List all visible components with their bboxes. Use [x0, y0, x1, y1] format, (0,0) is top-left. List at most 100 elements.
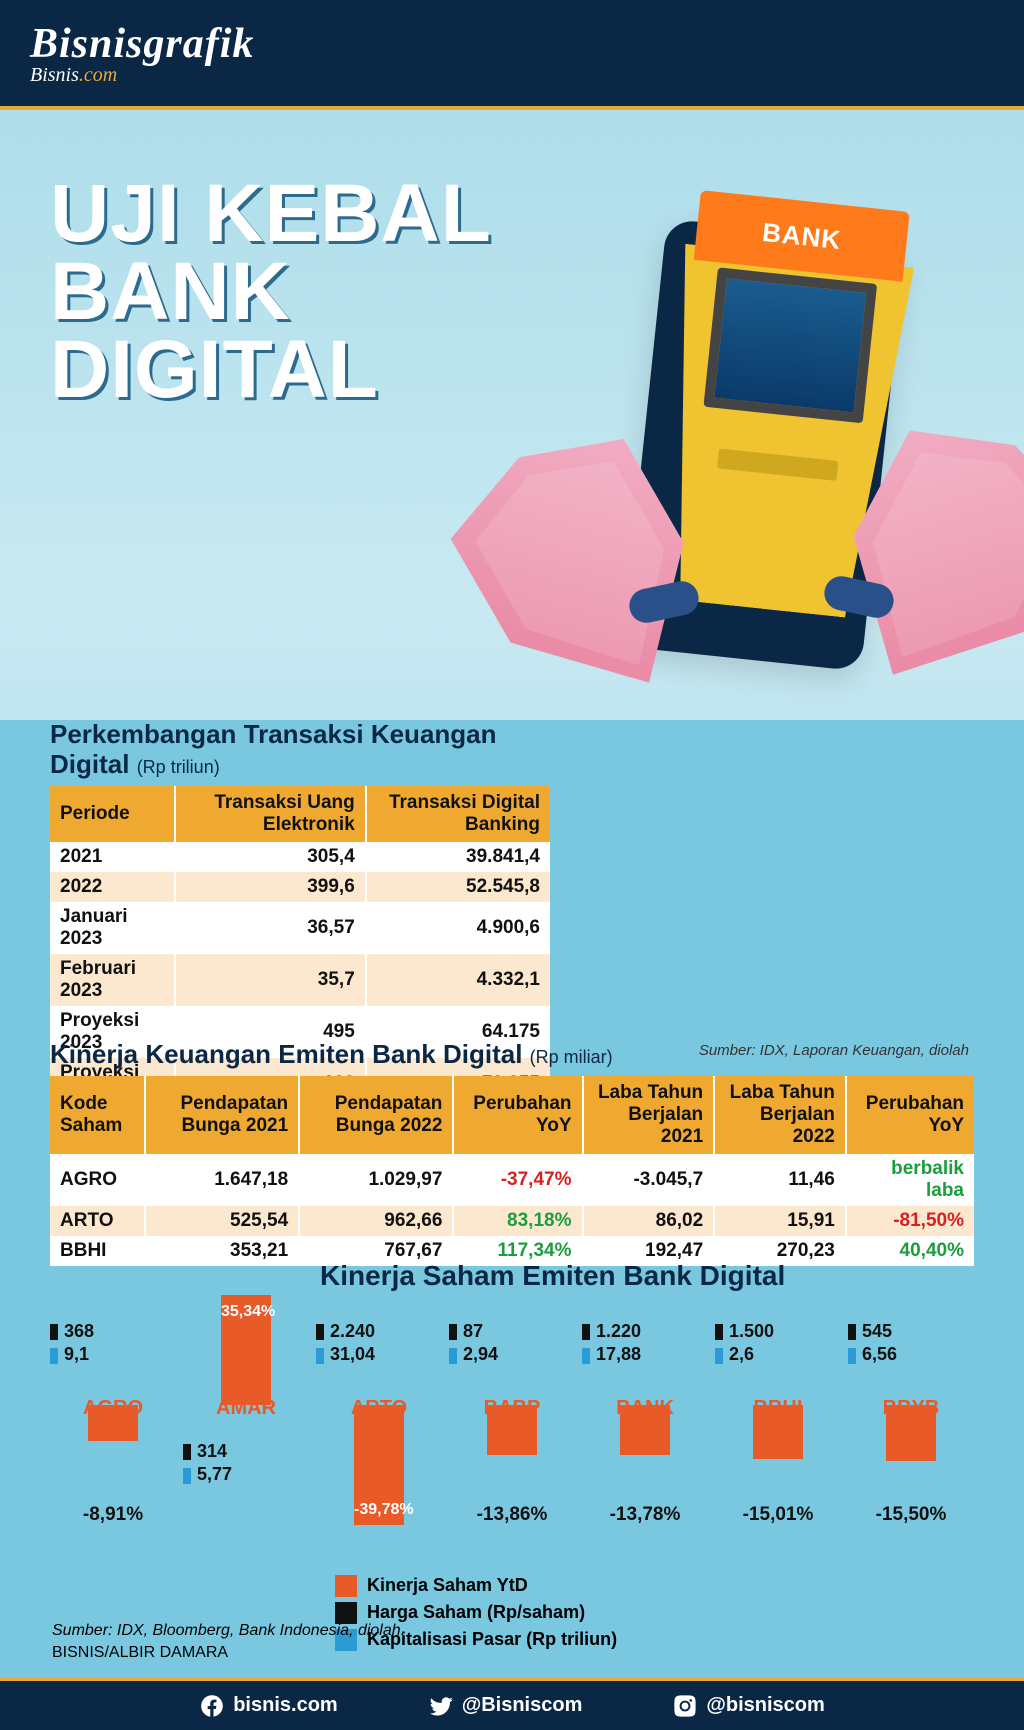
social-facebook[interactable]: bisnis.com: [199, 1693, 337, 1719]
table-cell: 305,4: [175, 842, 366, 872]
table1-unit: (Rp triliun): [137, 757, 220, 777]
stock-ticker: BBYB: [848, 1397, 974, 1420]
stock-bar: 35,34%: [221, 1295, 271, 1405]
stock-ticker: BABP: [449, 1397, 575, 1420]
stock-price: 1.500: [715, 1320, 774, 1343]
atm-keypad-icon: [717, 448, 838, 480]
instagram-icon: [672, 1693, 698, 1719]
table-cell: berbalik laba: [846, 1154, 974, 1206]
source-line-2: BISNIS/ALBIR DAMARA: [52, 1644, 228, 1661]
stock-stats: 5456,56: [848, 1320, 897, 1367]
swatch-orange: [335, 1575, 357, 1597]
footer-fb-text: bisnis.com: [233, 1694, 337, 1717]
stock-item: 1.5002,6 BBHI -15,01%: [715, 1310, 841, 1590]
title-line-3: DIGITAL: [50, 331, 492, 409]
bar-pct: -39,78%: [354, 1501, 404, 1519]
table2-title-text: Kinerja Keuangan Emiten Bank Digital: [50, 1039, 522, 1069]
stock-chart: Kinerja Saham Emiten Bank Digital 3689,1…: [50, 1260, 974, 1620]
social-twitter[interactable]: @Bisniscom: [428, 1693, 583, 1719]
table2: Kode SahamPendapatan Bunga 2021Pendapata…: [50, 1076, 974, 1266]
stock-ticker: AMAR: [183, 1397, 309, 1420]
table-cell: 4.900,6: [366, 902, 550, 954]
stock-stats: 2.24031,04: [316, 1320, 375, 1367]
table2-header: Perubahan YoY: [453, 1076, 582, 1154]
table-cell: -37,47%: [453, 1154, 582, 1206]
footer-tw-text: @Bisniscom: [462, 1694, 583, 1717]
title-line-1: UJI KEBAL: [50, 175, 492, 253]
footer-ig-text: @bisniscom: [706, 1694, 824, 1717]
table-cell: Februari 2023: [50, 954, 175, 1006]
stock-item: 3689,1 AGRO -8,91%: [50, 1310, 176, 1590]
table-cell: 11,46: [714, 1154, 846, 1206]
hero-illustration: BANK: [524, 180, 994, 740]
table2-header: Pendapatan Bunga 2022: [299, 1076, 453, 1154]
source-line-1: Sumber: IDX, Bloomberg, Bank Indonesia, …: [52, 1622, 405, 1639]
twitter-icon: [428, 1693, 454, 1719]
stock-cap: 31,04: [316, 1343, 375, 1366]
table-cell: ARTO: [50, 1206, 145, 1236]
table-cell: 1.647,18: [145, 1154, 299, 1206]
bottom-source: Sumber: IDX, Bloomberg, Bank Indonesia, …: [52, 1620, 405, 1663]
table-cell: 962,66: [299, 1206, 453, 1236]
stock-price: 368: [50, 1320, 94, 1343]
stock-cap: 2,94: [449, 1343, 498, 1366]
table2-unit: (Rp miliar): [530, 1047, 613, 1067]
stock-price: 1.220: [582, 1320, 641, 1343]
table-cell: 399,6: [175, 872, 366, 902]
table-cell: 4.332,1: [366, 954, 550, 1006]
table-cell: 35,7: [175, 954, 366, 1006]
stock-row: 3689,1 AGRO -8,91% 35,34% AMAR 3145,77 2…: [50, 1310, 974, 1590]
brand-subtitle: Bisnis.com: [30, 64, 1024, 87]
stock-stats: 3145,77: [183, 1440, 232, 1487]
stock-pct-below: -13,78%: [582, 1504, 708, 1526]
stock-cap: 5,77: [183, 1463, 232, 1486]
table1-title-text: Perkembangan Transaksi Keuangan Digital: [50, 719, 497, 779]
table-row: ARTO525,54962,6683,18%86,0215,91-81,50%: [50, 1206, 974, 1236]
table-cell: 52.545,8: [366, 872, 550, 902]
table2-header: Laba Tahun Berjalan 2022: [714, 1076, 846, 1154]
brand-sub-1: Bisnis: [30, 64, 79, 86]
stock-stats: 872,94: [449, 1320, 498, 1367]
title-line-2: BANK: [50, 253, 492, 331]
atm-screen-icon: [703, 267, 877, 423]
table-row: 2021305,439.841,4: [50, 842, 550, 872]
table-row: 2022399,652.545,8: [50, 872, 550, 902]
table1-header: Transaksi Uang Elektronik: [175, 786, 366, 842]
stock-cap: 9,1: [50, 1343, 94, 1366]
stock-price: 545: [848, 1320, 897, 1343]
stock-price: 2.240: [316, 1320, 375, 1343]
table2-header: Pendapatan Bunga 2021: [145, 1076, 299, 1154]
stock-price: 87: [449, 1320, 498, 1343]
stock-item: 1.22017,88 BANK -13,78%: [582, 1310, 708, 1590]
legend-label-0: Kinerja Saham YtD: [367, 1572, 528, 1599]
footer: bisnis.com @Bisniscom @bisniscom: [0, 1678, 1024, 1730]
stock-cap: 6,56: [848, 1343, 897, 1366]
table-kinerja: Kinerja Keuangan Emiten Bank Digital (Rp…: [50, 1040, 974, 1266]
table2-header: Laba Tahun Berjalan 2021: [583, 1076, 715, 1154]
stock-pct-below: -13,86%: [449, 1504, 575, 1526]
facebook-icon: [199, 1693, 225, 1719]
stock-item: 5456,56 BBYB -15,50%: [848, 1310, 974, 1590]
stock-ticker: BANK: [582, 1397, 708, 1420]
table2-source: Sumber: IDX, Laporan Keuangan, diolah: [699, 1042, 969, 1059]
main-title: UJI KEBAL BANK DIGITAL: [50, 175, 492, 409]
stock-ticker: AGRO: [50, 1397, 176, 1420]
legend-item: Kinerja Saham YtD: [335, 1572, 617, 1599]
social-instagram[interactable]: @bisniscom: [672, 1693, 824, 1719]
stock-item: 35,34% AMAR 3145,77: [183, 1310, 309, 1590]
table-cell: 15,91: [714, 1206, 846, 1236]
table-cell: 36,57: [175, 902, 366, 954]
stock-stats: 3689,1: [50, 1320, 94, 1367]
stock-bar: -39,78%: [354, 1405, 404, 1525]
stock-pct-below: -15,01%: [715, 1504, 841, 1526]
stock-ticker: ARTO: [316, 1397, 442, 1420]
table-cell: 83,18%: [453, 1206, 582, 1236]
stock-pct-below: -15,50%: [848, 1504, 974, 1526]
table-cell: 2021: [50, 842, 175, 872]
table-row: AGRO1.647,181.029,97-37,47%-3.045,711,46…: [50, 1154, 974, 1206]
table-cell: -81,50%: [846, 1206, 974, 1236]
table-cell: -3.045,7: [583, 1154, 715, 1206]
table1-title: Perkembangan Transaksi Keuangan Digital …: [50, 720, 550, 780]
stock-cap: 2,6: [715, 1343, 774, 1366]
table-cell: 1.029,97: [299, 1154, 453, 1206]
